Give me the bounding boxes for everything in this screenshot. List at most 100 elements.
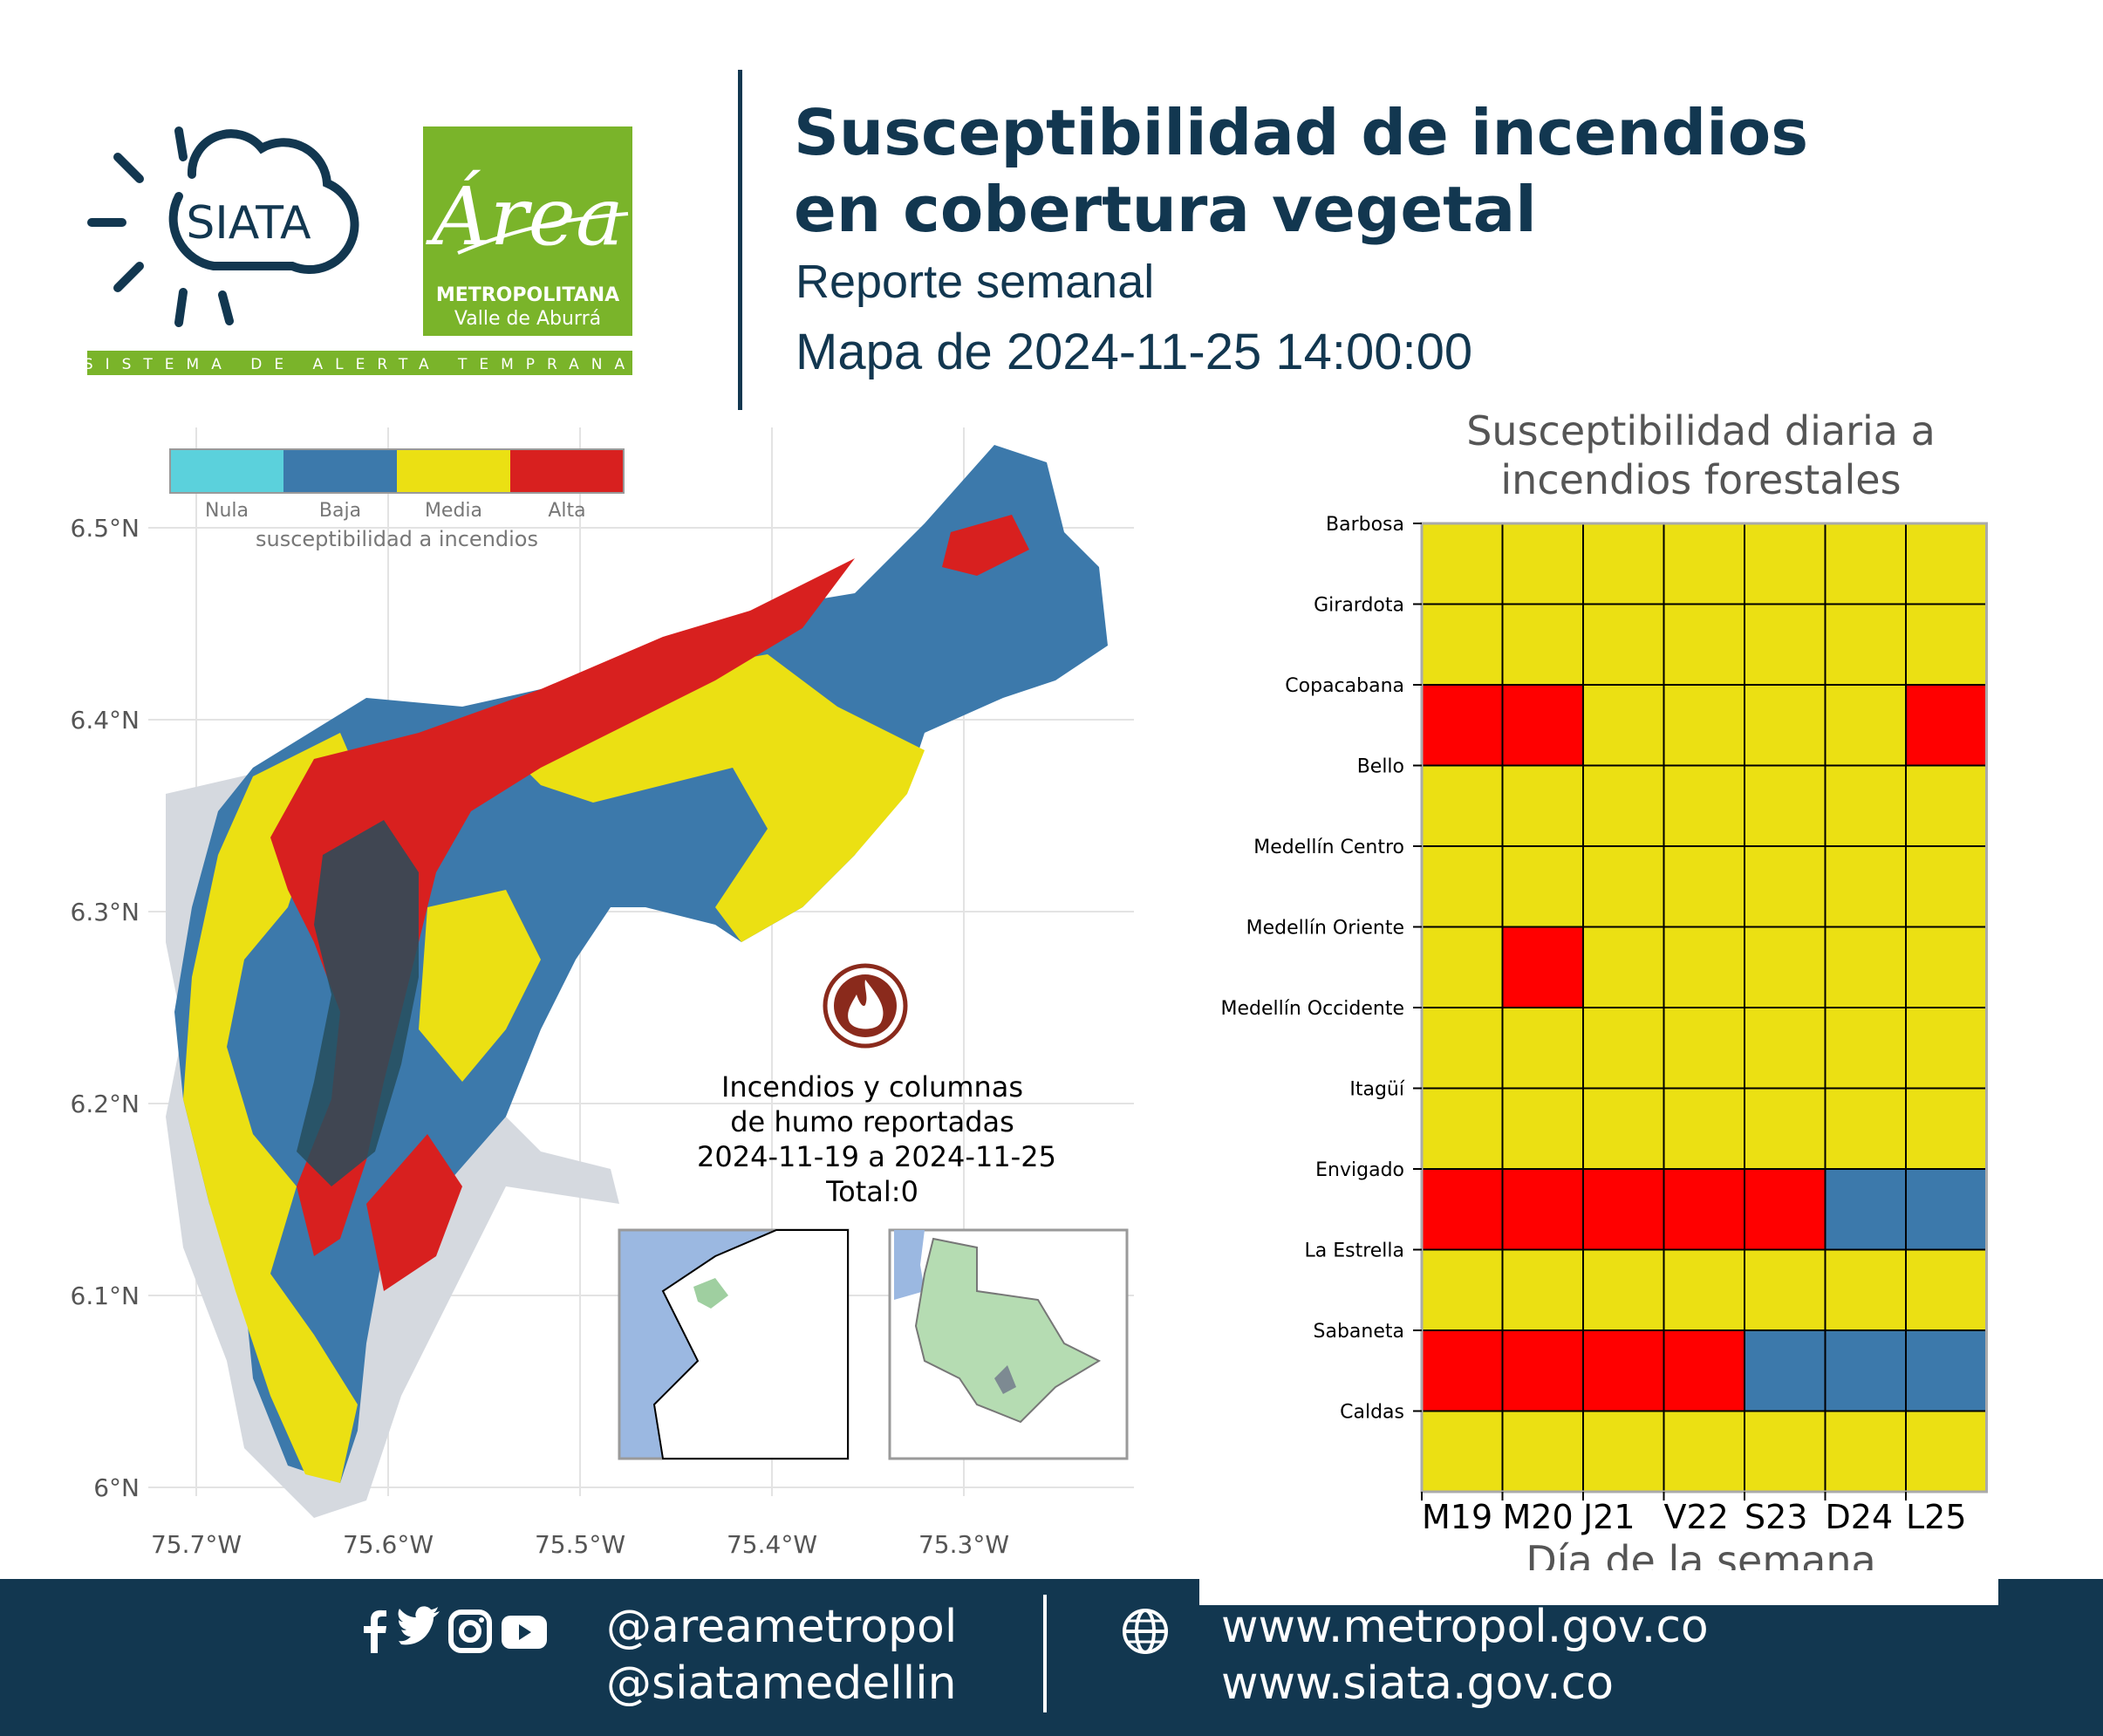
- heatmap-cell: [1744, 1168, 1826, 1251]
- legend-swatch-alta: [510, 449, 624, 493]
- column-labels: M19 M20 J21 V22 S23 D24 L25: [1421, 1492, 1967, 1536]
- heatmap-cell: [1744, 1410, 1826, 1493]
- heatmap-cell: [1663, 1168, 1745, 1251]
- heatmap-cell: [1582, 1410, 1665, 1493]
- social-handle-siatamedellin[interactable]: @siatamedellin: [606, 1657, 957, 1710]
- map-date: Mapa de 2024-11-25 14:00:00: [795, 324, 1473, 380]
- heatmap-cell: [1905, 845, 1988, 928]
- heatmap-cell: [1824, 1329, 1907, 1412]
- row-label: Medellín Centro: [1253, 837, 1404, 858]
- daily-susceptibility-chart: Susceptibilidad diaria a incendios fores…: [1220, 410, 1988, 1584]
- heatmap-cell: [1421, 1248, 1504, 1331]
- row-label: Medellín Oriente: [1246, 918, 1404, 940]
- row-label: Envigado: [1315, 1159, 1404, 1181]
- map-legend: Nula Baja Media Alta susceptibilidad a i…: [169, 448, 625, 551]
- heatmap-cell: [1501, 926, 1584, 1008]
- lon-tick: 75.7°W: [151, 1530, 242, 1559]
- column-label: J21: [1581, 1498, 1635, 1536]
- lon-tick: 75.4°W: [727, 1530, 817, 1559]
- website-siata-link[interactable]: www.siata.gov.co: [1221, 1657, 1615, 1710]
- column-label: M19: [1422, 1498, 1492, 1536]
- heatmap-cell: [1744, 926, 1826, 1008]
- heatmap-cell: [1824, 603, 1907, 686]
- youtube-icon[interactable]: [502, 1616, 547, 1649]
- row-label: Caldas: [1340, 1402, 1404, 1424]
- legend-swatch-nula: [170, 449, 283, 493]
- heatmap-cell: [1824, 1168, 1907, 1251]
- valley-map: [166, 445, 1108, 1518]
- heatmap-cells: [1421, 523, 1988, 1493]
- alta-zone: [942, 515, 1029, 576]
- susceptibility-map: 6.5°N 6.4°N 6.3°N 6.2°N 6.1°N 6°N 75.7°W…: [71, 427, 1134, 1559]
- report-subtitle: Reporte semanal: [795, 256, 1155, 308]
- sat-band: [87, 351, 632, 375]
- heatmap-cell: [1663, 926, 1745, 1008]
- footer: [0, 1579, 2103, 1736]
- heatmap-cell: [1582, 926, 1665, 1008]
- heatmap-cell: [1421, 684, 1504, 767]
- heatmap-cell: [1663, 684, 1745, 767]
- footer-white-tab: [1199, 1570, 1998, 1605]
- alta-zone: [366, 1134, 462, 1291]
- social-handle-areametropol[interactable]: @areametropol: [606, 1601, 958, 1653]
- heatmap-cell: [1744, 1007, 1826, 1090]
- fire-report: Incendios y columnas de humo reportadas …: [697, 1070, 1056, 1208]
- legend-label-media: Media: [425, 500, 482, 522]
- heatmap-cell: [1905, 764, 1988, 847]
- website-metropol-link[interactable]: www.metropol.gov.co: [1221, 1601, 1709, 1653]
- lat-tick: 6.2°N: [71, 1090, 140, 1118]
- heatmap-cell: [1824, 845, 1907, 928]
- heatmap-cell: [1501, 1329, 1584, 1412]
- heatmap-cell: [1501, 1007, 1584, 1090]
- heatmap-cell: [1824, 1087, 1907, 1170]
- twitter-icon[interactable]: [398, 1606, 440, 1645]
- heatmap-cell: [1905, 1410, 1988, 1493]
- heatmap-cell: [1744, 1087, 1826, 1170]
- lon-tick: 75.6°W: [343, 1530, 434, 1559]
- heatmap-cell: [1582, 1168, 1665, 1251]
- facebook-icon[interactable]: [364, 1610, 386, 1653]
- heatmap-cell: [1663, 1410, 1745, 1493]
- logos: SIATA Área METROPOLITANA Valle de Aburrá…: [84, 126, 637, 375]
- footer-divider: [1043, 1595, 1047, 1712]
- legend-swatch-baja: [283, 449, 397, 493]
- sat-band-text: SISTEMA DE ALERTA TEMPRANA: [84, 356, 637, 373]
- heatmap-cell: [1905, 684, 1988, 767]
- heatmap-cell: [1501, 523, 1584, 605]
- chart-title-line1: Susceptibilidad diaria a: [1466, 410, 1936, 455]
- heatmap-cell: [1663, 603, 1745, 686]
- heatmap-cell: [1582, 523, 1665, 605]
- column-label: L25: [1906, 1498, 1967, 1536]
- row-labels: Barbosa Girardota Copacabana Bello Medellín …: [1220, 514, 1422, 1424]
- heatmap-cell: [1744, 1248, 1826, 1331]
- column-label: M20: [1503, 1498, 1574, 1536]
- heatmap-cell: [1744, 1329, 1826, 1412]
- legend-label-alta: Alta: [548, 500, 585, 522]
- heatmap-cell: [1421, 764, 1504, 847]
- row-label: Sabaneta: [1314, 1321, 1404, 1343]
- heatmap-cell: [1421, 1329, 1504, 1412]
- lat-tick: 6.3°N: [71, 898, 140, 926]
- heatmap-cell: [1663, 1007, 1745, 1090]
- heatmap-cell: [1582, 1329, 1665, 1412]
- siata-logo: [87, 126, 359, 327]
- heatmap-cell: [1582, 764, 1665, 847]
- legend-label-baja: Baja: [319, 500, 361, 522]
- heatmap-cell: [1582, 1087, 1665, 1170]
- heatmap-cell: [1744, 603, 1826, 686]
- area-metropolitana-logo: Área METROPOLITANA Valle de Aburrá: [423, 126, 632, 336]
- instagram-icon[interactable]: [448, 1610, 492, 1653]
- heatmap-cell: [1501, 684, 1584, 767]
- column-label: V22: [1664, 1498, 1729, 1536]
- heatmap-cell: [1824, 764, 1907, 847]
- heatmap-cell: [1501, 1087, 1584, 1170]
- heatmap-cell: [1501, 764, 1584, 847]
- heatmap-cell: [1501, 1410, 1584, 1493]
- heatmap-cell: [1744, 845, 1826, 928]
- heatmap-cell: [1421, 603, 1504, 686]
- chart-title-line2: incendios forestales: [1500, 456, 1901, 503]
- fire-report-line1: Incendios y columnas: [721, 1070, 1023, 1104]
- inset-antioquia-map: [888, 1228, 1129, 1460]
- heatmap-cell: [1663, 1248, 1745, 1331]
- heatmap-cell: [1744, 684, 1826, 767]
